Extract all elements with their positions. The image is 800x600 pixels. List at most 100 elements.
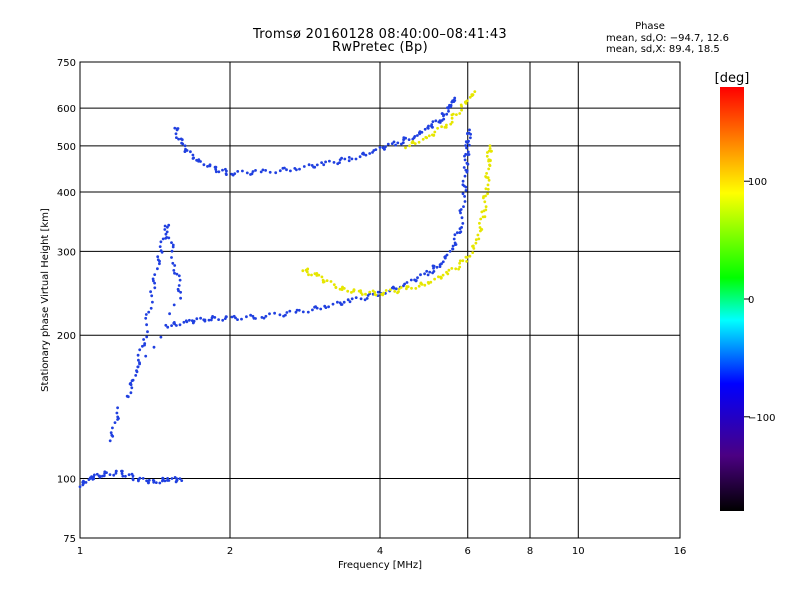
data-point	[360, 293, 364, 296]
data-point	[188, 318, 191, 322]
data-point	[301, 310, 305, 314]
data-point	[487, 158, 491, 162]
data-point	[418, 132, 422, 136]
data-point	[159, 335, 163, 339]
data-point	[102, 474, 106, 478]
data-point	[433, 277, 436, 281]
data-point	[408, 144, 411, 148]
data-point	[158, 481, 162, 485]
colorbar-label: [deg]	[715, 71, 750, 86]
x-tick-label: 10	[572, 546, 585, 557]
data-point	[449, 122, 453, 126]
data-point	[347, 156, 351, 159]
data-point	[477, 237, 481, 241]
data-point	[463, 195, 466, 198]
data-point	[120, 472, 124, 475]
data-point	[483, 215, 487, 219]
data-point	[171, 261, 175, 265]
data-point	[295, 168, 298, 172]
data-point	[159, 249, 163, 253]
x-tick-label: 16	[674, 546, 687, 557]
data-point	[464, 189, 468, 192]
colorbar-ticks: 100 0 −100	[744, 177, 775, 424]
data-point	[484, 187, 488, 191]
data-point	[207, 318, 211, 322]
data-point	[317, 273, 321, 277]
data-point	[145, 335, 149, 339]
data-point	[185, 320, 189, 324]
data-point	[412, 136, 416, 140]
data-point	[431, 120, 435, 123]
data-point	[426, 273, 430, 277]
data-point	[166, 225, 169, 229]
data-point	[264, 314, 268, 318]
data-point	[143, 342, 147, 345]
data-point	[97, 474, 101, 478]
data-point	[241, 169, 244, 173]
data-point	[429, 280, 433, 284]
data-point	[396, 141, 400, 145]
data-point	[392, 140, 396, 144]
data-point	[465, 146, 468, 150]
data-point	[254, 317, 257, 320]
data-point	[464, 101, 467, 104]
data-point	[402, 284, 405, 288]
data-point	[149, 290, 153, 294]
data-point	[432, 264, 436, 268]
data-point	[420, 283, 424, 286]
data-point	[374, 293, 378, 297]
data-point	[451, 112, 455, 116]
y-tick-label: 750	[57, 58, 76, 69]
data-point	[164, 232, 168, 236]
data-point	[465, 255, 469, 259]
data-point	[417, 140, 421, 144]
data-point	[423, 127, 427, 131]
data-point	[461, 179, 465, 183]
y-axis: 75 100 200 300 400 500 600 750	[57, 58, 76, 545]
data-point	[262, 316, 266, 320]
data-point	[178, 278, 182, 282]
data-point	[112, 473, 116, 477]
x-tick-label: 8	[527, 546, 533, 557]
data-point	[274, 171, 278, 175]
y-tick-label: 100	[57, 475, 76, 486]
data-point	[365, 297, 369, 300]
data-point	[354, 296, 358, 299]
data-point	[460, 226, 463, 229]
data-point	[327, 305, 330, 309]
data-point	[452, 237, 456, 241]
data-point	[324, 306, 328, 309]
data-point	[273, 311, 276, 315]
data-point	[138, 361, 141, 365]
data-point	[152, 479, 156, 483]
data-point	[78, 485, 82, 489]
data-point	[358, 155, 362, 159]
data-point	[417, 284, 421, 288]
x-tick-label: 6	[465, 546, 471, 557]
data-point	[340, 303, 344, 306]
phase-stats-x: mean, sd,X: 89.4, 18.5	[606, 44, 720, 55]
data-point	[144, 316, 148, 320]
data-point	[153, 273, 157, 276]
data-point	[458, 261, 461, 265]
data-point	[350, 297, 354, 301]
y-axis-label: Stationary phase Virtual Height [km]	[40, 208, 51, 392]
data-point	[478, 221, 481, 225]
data-point	[455, 113, 458, 116]
data-point	[428, 270, 432, 274]
data-point	[131, 478, 135, 482]
data-point	[483, 200, 487, 204]
data-point	[384, 145, 387, 149]
data-point	[245, 171, 249, 175]
data-point	[390, 142, 394, 146]
data-point	[115, 411, 119, 415]
data-point	[332, 283, 336, 286]
data-point	[459, 103, 463, 107]
data-point	[366, 294, 370, 297]
data-point	[373, 290, 377, 294]
data-point	[445, 123, 448, 127]
data-point	[320, 161, 323, 165]
data-point	[464, 168, 468, 172]
data-point	[488, 144, 492, 148]
data-point	[486, 192, 489, 196]
